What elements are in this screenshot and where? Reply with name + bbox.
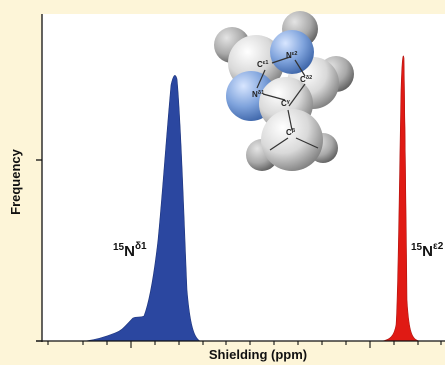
atom-sub: δ2 bbox=[306, 75, 312, 81]
atom-element: C bbox=[281, 99, 287, 108]
atom-sub: ε1 bbox=[263, 60, 269, 66]
peak-label-n-delta1: 15Nδ1 bbox=[113, 241, 147, 260]
atom-sub: δ1 bbox=[258, 90, 264, 96]
atom-element: C bbox=[257, 60, 263, 69]
bond bbox=[288, 83, 306, 107]
atom-sub: ε2 bbox=[292, 51, 298, 57]
y-axis-title: Frequency bbox=[8, 148, 23, 215]
peak-label-mass: 15 bbox=[113, 242, 125, 253]
peak-label-sub: δ1 bbox=[135, 241, 147, 252]
atom-element: C bbox=[286, 128, 292, 137]
atom-sub: γ bbox=[287, 99, 291, 105]
atom-label: Nδ1 bbox=[252, 90, 264, 99]
nitrogen-atom bbox=[270, 30, 314, 74]
bond bbox=[294, 59, 306, 77]
bond bbox=[295, 137, 319, 149]
bond bbox=[269, 137, 289, 151]
carbon-atom bbox=[261, 109, 323, 171]
atom-label: Cγ bbox=[281, 99, 291, 108]
bond bbox=[256, 69, 266, 89]
bond bbox=[262, 93, 286, 101]
bond bbox=[271, 56, 291, 64]
molecule-bonds bbox=[256, 56, 319, 151]
peak-label-element: N bbox=[124, 243, 135, 260]
atom-element: N bbox=[286, 51, 292, 60]
atom-label: Cβ bbox=[286, 128, 296, 137]
atom-element: C bbox=[300, 75, 306, 84]
molecule-model: Cε1 Nε2 Nδ1 Cδ2 Cγ Cβ bbox=[214, 11, 354, 171]
bond bbox=[287, 109, 293, 131]
peak-label-element: N bbox=[422, 243, 433, 260]
x-axis-title: Shielding (ppm) bbox=[209, 347, 307, 362]
atom-sub: β bbox=[292, 128, 296, 134]
atom-label: Cδ2 bbox=[300, 75, 312, 84]
peak-label-mass: 15 bbox=[411, 242, 423, 253]
atom-label: Cε1 bbox=[257, 60, 268, 69]
x-ticks bbox=[47, 341, 442, 348]
atom-label: Nε2 bbox=[286, 51, 297, 60]
peak-label-sub: ε2 bbox=[433, 241, 444, 252]
peak-label-n-epsilon2: 15Nε2 bbox=[411, 241, 444, 260]
peak-n-epsilon2 bbox=[381, 55, 421, 342]
peak-n-delta1 bbox=[84, 75, 201, 342]
atom-element: N bbox=[252, 90, 258, 99]
